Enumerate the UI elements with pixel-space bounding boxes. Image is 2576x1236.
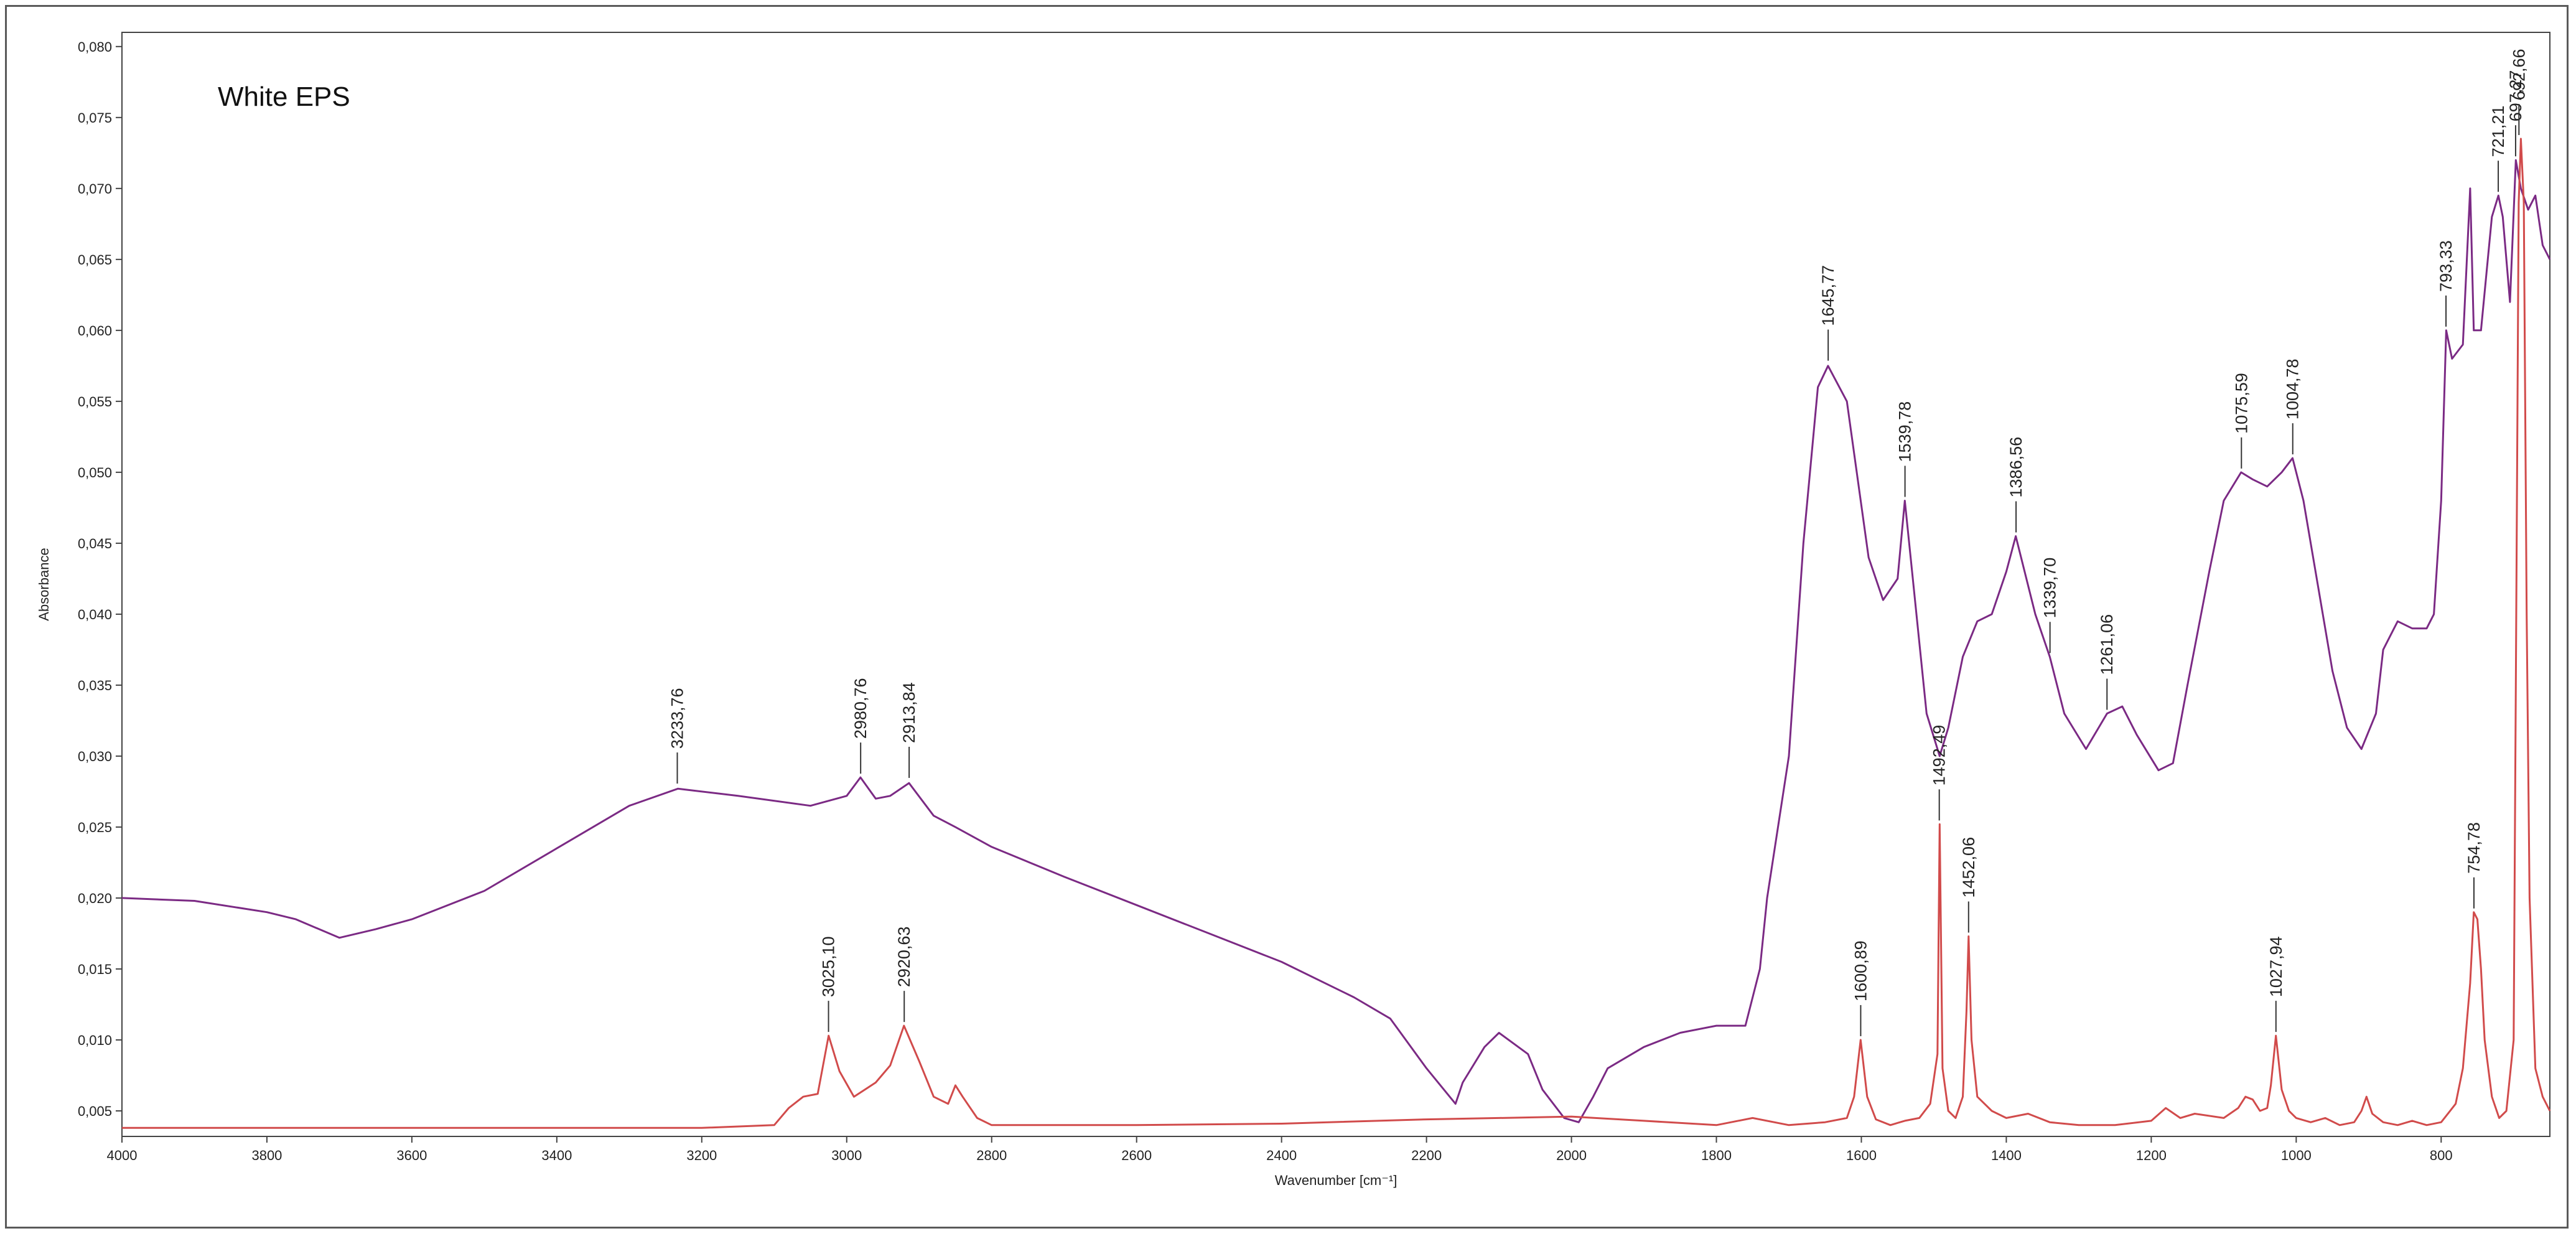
x-tick-label: 3000 [831, 1148, 862, 1163]
x-tick-label: 2800 [976, 1148, 1007, 1163]
peak-label: 1339,70 [2041, 558, 2060, 619]
y-axis-title: Absorbance [36, 548, 52, 620]
peak-label: 1027,94 [2267, 936, 2285, 997]
peak-label: 2980,76 [851, 678, 870, 739]
y-tick-label: 0,080 [78, 39, 112, 55]
peak-label: 1261,06 [2098, 614, 2116, 675]
peak-label: 1386,56 [2007, 437, 2025, 498]
peak-label: 1075,59 [2232, 373, 2251, 434]
x-axis-title: Wavenumber [cm⁻¹] [1275, 1173, 1398, 1188]
y-tick-label: 0,050 [78, 465, 112, 480]
x-tick-label: 2000 [1556, 1148, 1587, 1163]
axes: 4000 3800 3600 3400 3200 3000 2800 2600 2400 2200… [78, 32, 2550, 1163]
x-tick-label: 3800 [251, 1148, 282, 1163]
x-tick-label: 2600 [1121, 1148, 1152, 1163]
peak-label: 1600,89 [1851, 940, 1870, 1001]
peak-label: 754,78 [2465, 822, 2483, 874]
series-layer [121, 138, 2551, 1129]
plot-area-border [121, 32, 2550, 1137]
y-tick-label: 0,020 [78, 891, 112, 906]
peak-label: 1492,49 [1930, 725, 1949, 786]
y-tick-label: 0,060 [78, 323, 112, 339]
x-tick-label: 1400 [1991, 1148, 2022, 1163]
peak-label: 3025,10 [819, 936, 838, 997]
x-tick-label: 1200 [2136, 1148, 2167, 1163]
x-tick-label: 4000 [107, 1148, 138, 1163]
peak-label: 1645,77 [1819, 265, 1837, 326]
peak-label: 2920,63 [895, 927, 913, 988]
x-tick-label: 3200 [686, 1148, 717, 1163]
x-tick-label: 1000 [2281, 1148, 2312, 1163]
y-tick-label: 0,055 [78, 394, 112, 410]
x-tick-label: 1600 [1846, 1148, 1877, 1163]
chart-frame [5, 5, 2569, 1229]
peak-label: 1452,06 [1959, 837, 1978, 898]
y-tick-label: 0,010 [78, 1032, 112, 1048]
x-tick-label: 3400 [541, 1148, 572, 1163]
peak-label: 721,21 [2489, 106, 2508, 157]
series-line-1 [121, 159, 2551, 1123]
peak-label: 697,27 [2506, 70, 2525, 122]
y-tick-label: 0,005 [78, 1103, 112, 1119]
y-tick-label: 0,030 [78, 749, 112, 764]
peak-label: 1004,78 [2284, 358, 2302, 419]
x-tick-label: 3600 [396, 1148, 427, 1163]
y-tick-label: 0,065 [78, 252, 112, 268]
chart-annotation: White EPS [218, 82, 350, 112]
x-tick-label: 800 [2430, 1148, 2453, 1163]
y-tick-label: 0,040 [78, 607, 112, 622]
y-tick-label: 0,025 [78, 820, 112, 835]
x-tick-label: 2200 [1411, 1148, 1442, 1163]
peak-label: 3233,76 [668, 688, 686, 749]
x-tick-label: 2400 [1266, 1148, 1297, 1163]
y-tick-label: 0,070 [78, 181, 112, 197]
y-tick-label: 0,015 [78, 962, 112, 977]
peak-labels: 3233,76 2980,76 2913,84 1645,77 1539,78 1386,… [668, 49, 2528, 1036]
series-line-2 [122, 138, 2551, 1129]
peak-label: 793,33 [2437, 240, 2455, 292]
y-tick-label: 0,035 [78, 678, 112, 693]
peak-label: 692,66 [2509, 49, 2528, 100]
y-tick-label: 0,045 [78, 536, 112, 551]
x-tick-label: 1800 [1701, 1148, 1732, 1163]
y-tick-label: 0,075 [78, 110, 112, 126]
peak-label: 1539,78 [1896, 401, 1915, 462]
peak-label: 2913,84 [900, 682, 918, 743]
